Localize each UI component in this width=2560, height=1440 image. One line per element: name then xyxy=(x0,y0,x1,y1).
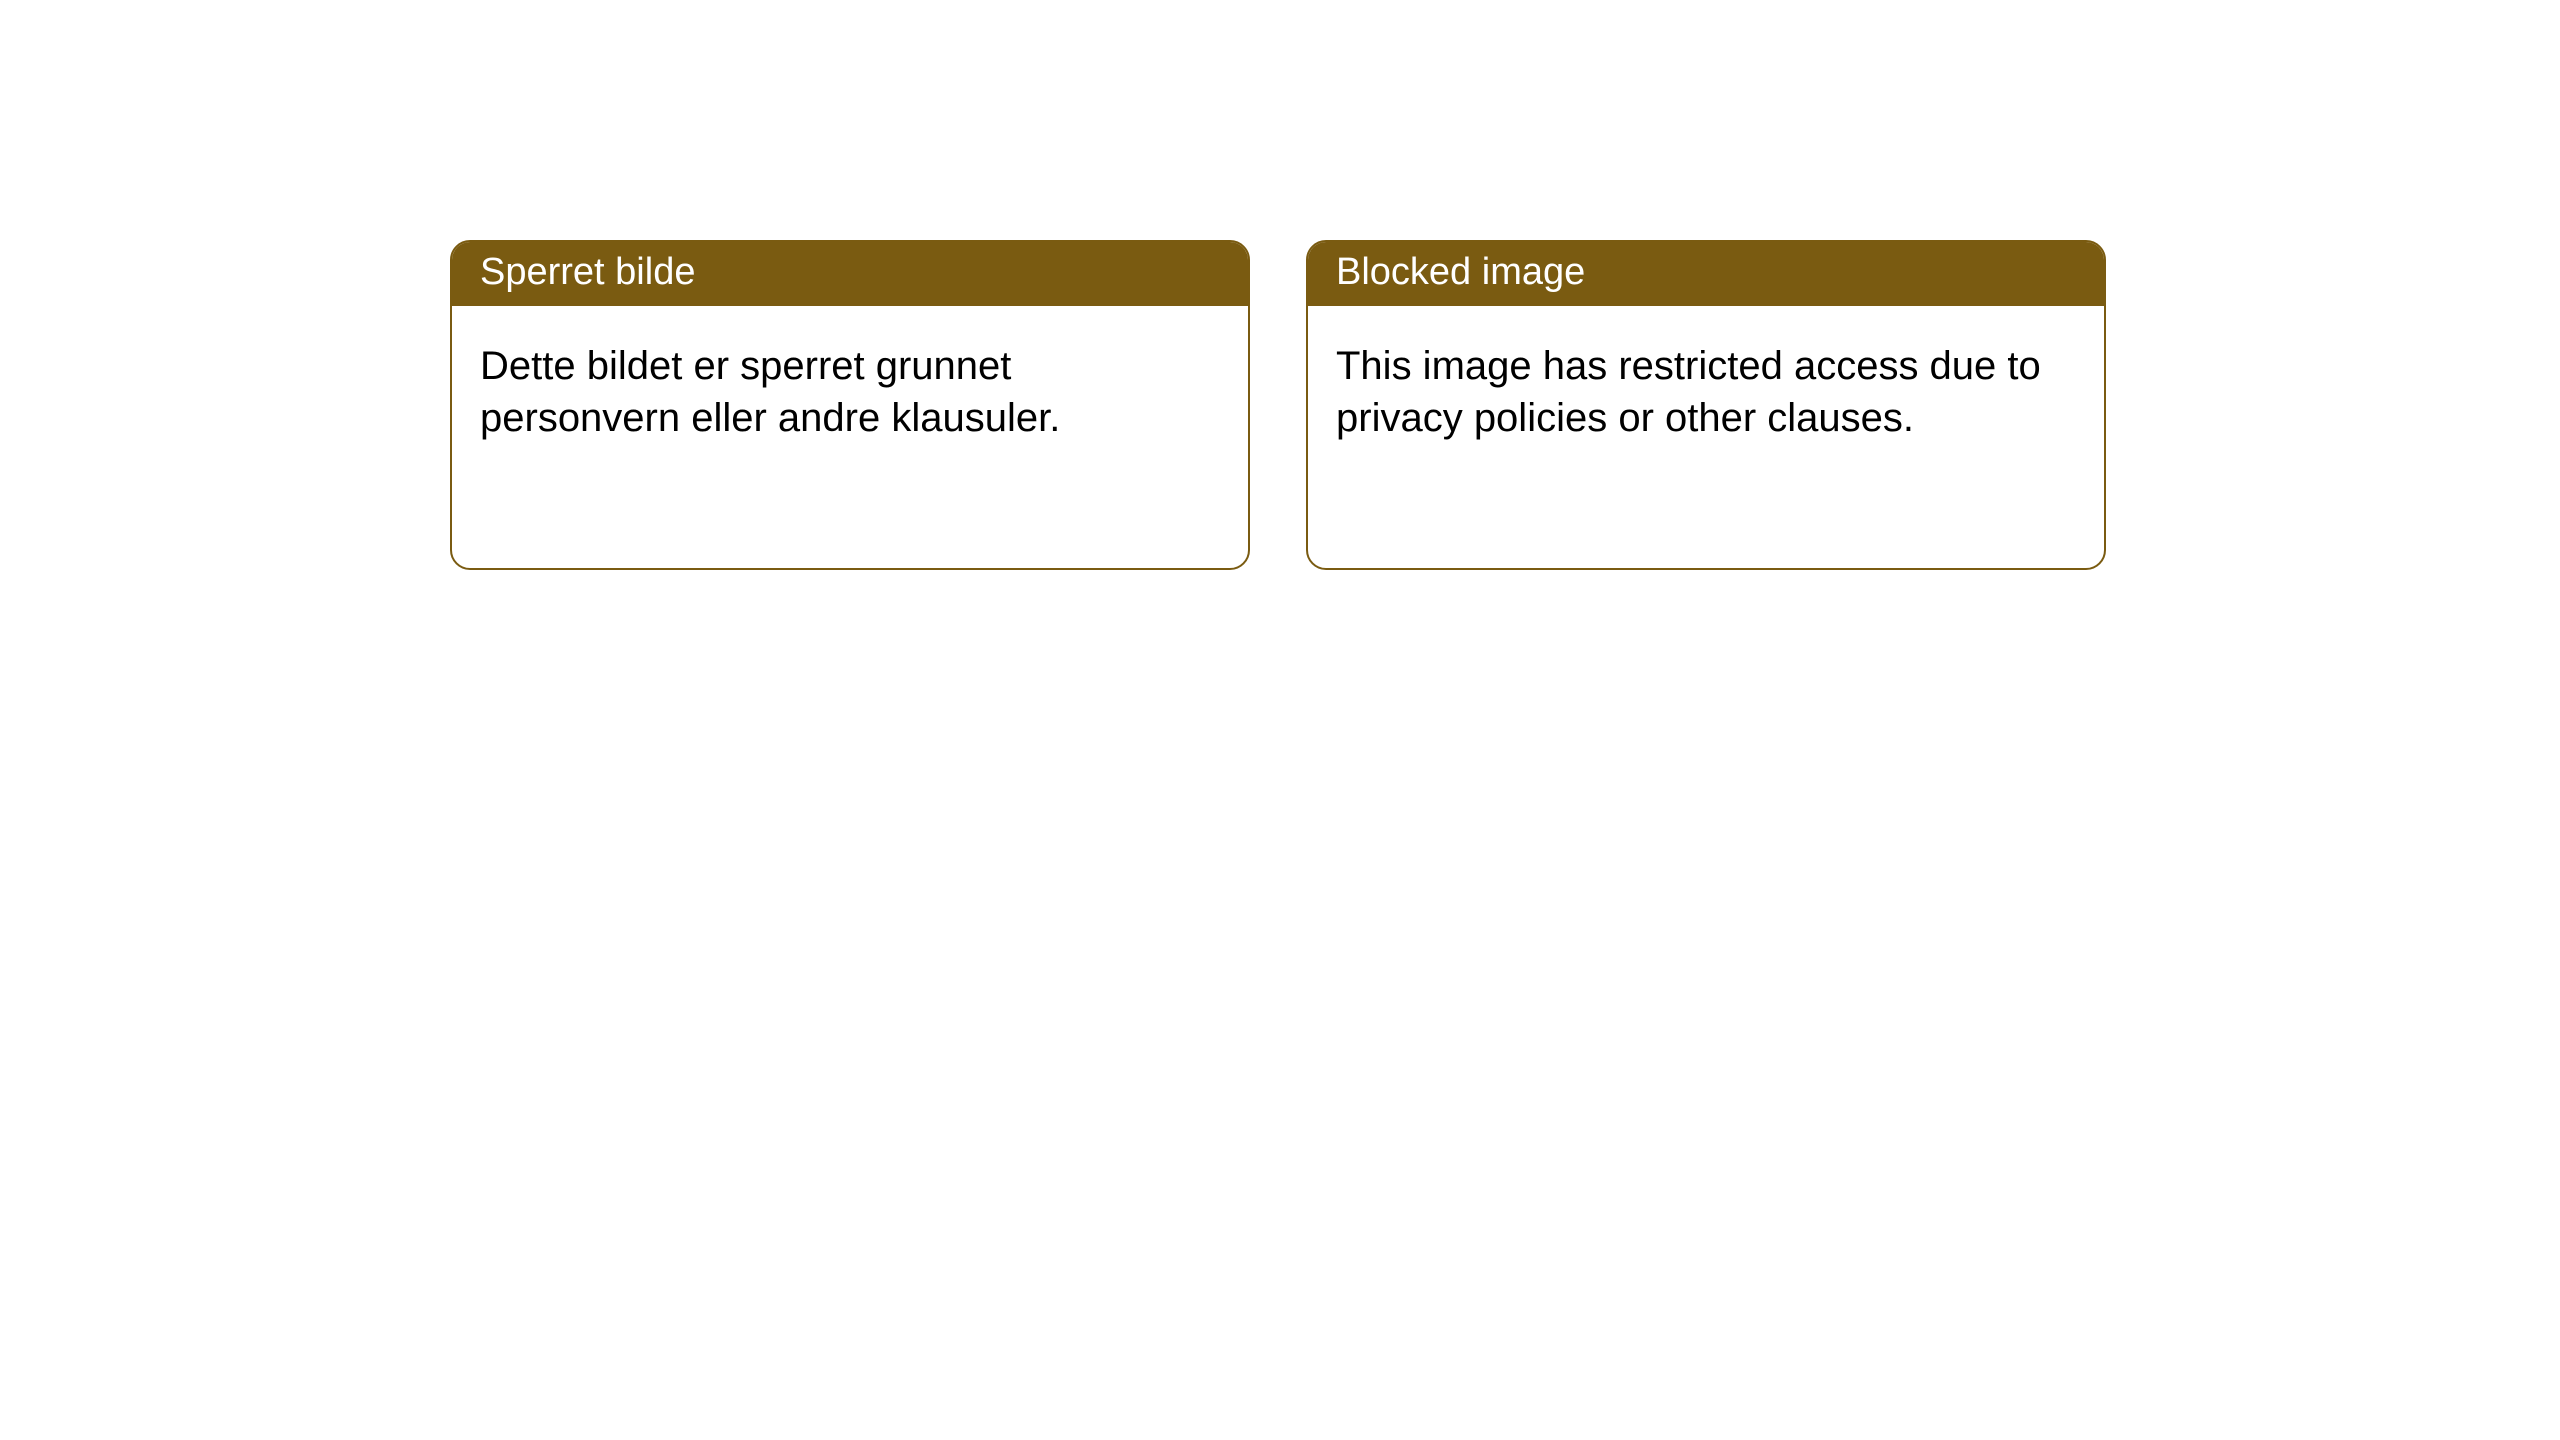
notice-card-title: Blocked image xyxy=(1308,242,2104,306)
notice-card-body: This image has restricted access due to … xyxy=(1308,306,2104,472)
notice-card-title: Sperret bilde xyxy=(452,242,1248,306)
notice-card-body: Dette bildet er sperret grunnet personve… xyxy=(452,306,1248,472)
notice-card-english: Blocked image This image has restricted … xyxy=(1306,240,2106,570)
notice-container: Sperret bilde Dette bildet er sperret gr… xyxy=(450,240,2106,570)
notice-card-norwegian: Sperret bilde Dette bildet er sperret gr… xyxy=(450,240,1250,570)
